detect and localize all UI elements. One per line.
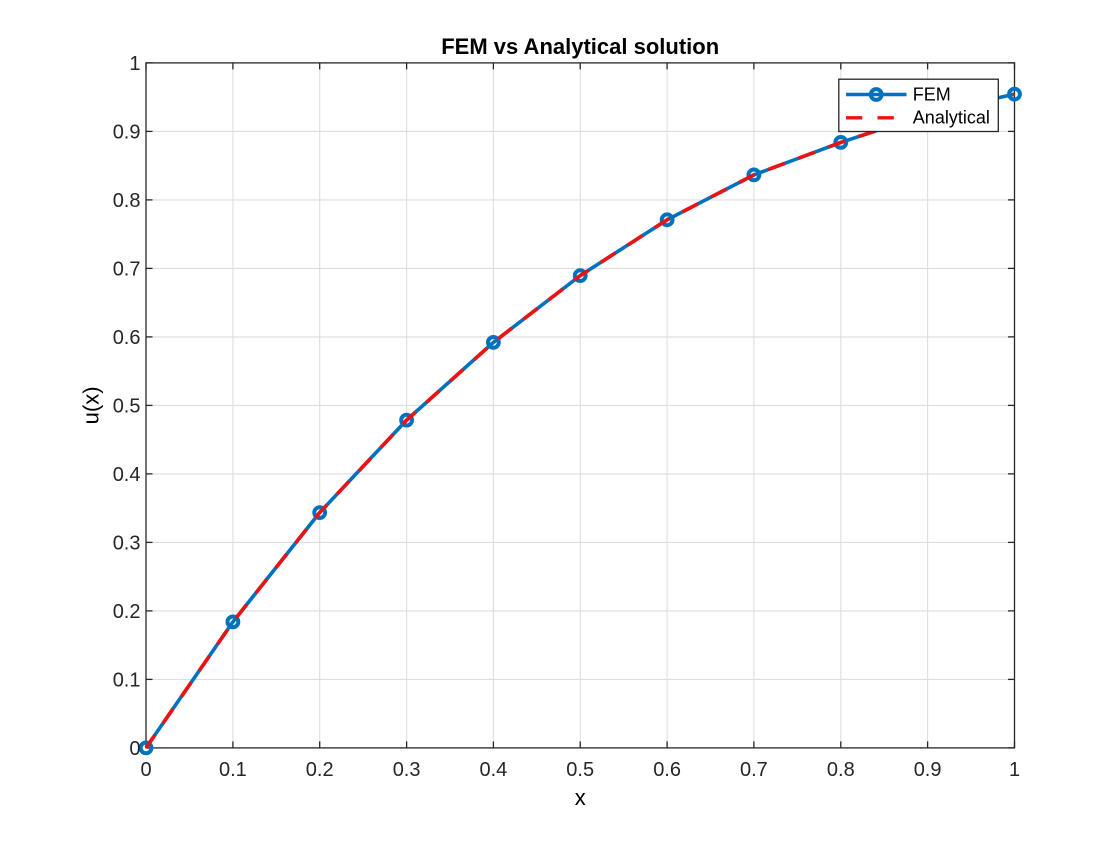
svg-text:0.2: 0.2	[306, 759, 334, 781]
svg-text:1: 1	[129, 53, 140, 75]
svg-text:0: 0	[129, 738, 140, 760]
svg-text:0.9: 0.9	[113, 122, 141, 144]
svg-text:0.9: 0.9	[914, 759, 942, 781]
svg-text:FEM vs Analytical solution: FEM vs Analytical solution	[441, 34, 719, 59]
svg-text:0.7: 0.7	[740, 759, 768, 781]
svg-text:0.7: 0.7	[113, 259, 141, 281]
svg-text:0.1: 0.1	[113, 670, 141, 692]
svg-text:FEM: FEM	[913, 84, 951, 104]
svg-text:0.4: 0.4	[113, 464, 141, 486]
svg-text:0.3: 0.3	[393, 759, 421, 781]
svg-text:0.8: 0.8	[827, 759, 855, 781]
svg-text:0: 0	[140, 759, 151, 781]
svg-text:0.6: 0.6	[113, 327, 141, 349]
svg-text:0.3: 0.3	[113, 533, 141, 555]
svg-text:x: x	[575, 785, 586, 810]
svg-text:0.2: 0.2	[113, 601, 141, 623]
svg-text:0.5: 0.5	[113, 396, 141, 418]
svg-text:0.5: 0.5	[566, 759, 594, 781]
svg-text:1: 1	[1009, 759, 1020, 781]
svg-text:0.6: 0.6	[653, 759, 681, 781]
svg-text:u(x): u(x)	[79, 386, 104, 424]
svg-text:Analytical: Analytical	[913, 108, 990, 128]
svg-text:0.8: 0.8	[113, 190, 141, 212]
svg-text:0.1: 0.1	[219, 759, 247, 781]
svg-text:0.4: 0.4	[479, 759, 507, 781]
